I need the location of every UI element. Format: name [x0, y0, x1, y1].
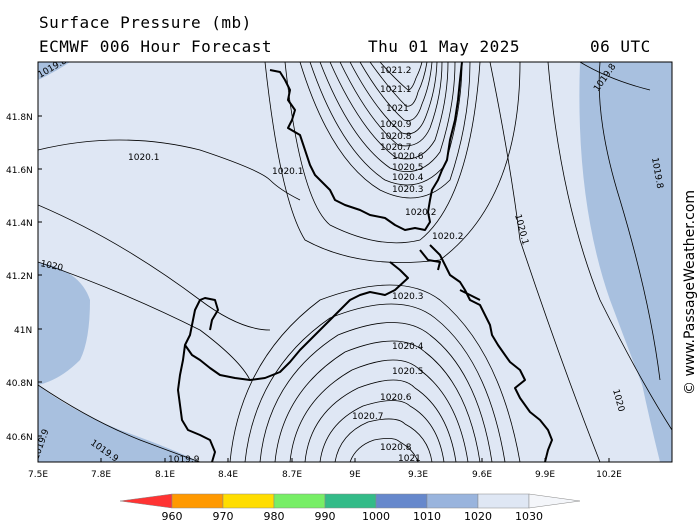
contour-label: 1020.2 [432, 232, 464, 242]
x-tick-label: 10.2E [596, 470, 622, 480]
y-axis-labels: 41.8N 41.6N 41.4N 41.2N 41N 40.8N 40.6N [6, 113, 33, 443]
contour-label: 1020.6 [392, 152, 424, 162]
contour-label: 1020.1 [272, 167, 304, 177]
x-tick-label: 8.4E [218, 470, 238, 480]
contour-label: 1020.6 [380, 393, 412, 403]
contour-label: 1020.4 [392, 342, 424, 352]
colorbar-label: 990 [315, 510, 336, 523]
contour-label: 1020.8 [380, 132, 412, 142]
contour-label: 1020.7 [352, 412, 384, 422]
colorbar-segment [477, 493, 530, 509]
coastline [177, 62, 553, 462]
contour-label: 1021.2 [380, 66, 412, 76]
contour-label: 1020.5 [392, 367, 424, 377]
colorbar-segment [426, 493, 479, 509]
contour-label: 1021.1 [380, 85, 412, 95]
colorbar-segment [222, 493, 275, 509]
frame-ticks [38, 115, 610, 462]
copyright-text: © www.PassageWeather.com [682, 190, 698, 395]
x-tick-label: 7.8E [91, 470, 111, 480]
contour-label: 1020.1 [128, 153, 160, 163]
forecast-date: Thu 01 May 2025 [368, 37, 520, 56]
isobars-north [264, 62, 521, 263]
x-tick-label: 9.3E [408, 470, 428, 480]
x-tick-label: 8.1E [155, 470, 175, 480]
x-tick-label: 9.9E [535, 470, 555, 480]
colorbar-label: 1020 [464, 510, 492, 523]
y-tick-label: 41.2N [6, 272, 33, 282]
low-region-southwest [38, 385, 200, 462]
low-region-far-east [600, 62, 672, 462]
colorbar-segment [324, 493, 377, 509]
contour-label: 1019.9 [168, 455, 200, 465]
y-tick-label: 41.8N [6, 113, 33, 123]
low-region-northwest [38, 62, 70, 80]
colorbar-segment [171, 493, 224, 509]
colorbar-label: 1000 [362, 510, 390, 523]
isobars-broad [38, 62, 672, 462]
contour-label: 1020.3 [392, 185, 424, 195]
colorbar-segment [273, 493, 326, 509]
contour-label: 1020.2 [405, 208, 437, 218]
contour-label: 1020.9 [380, 120, 412, 130]
x-tick-label: 9.6E [472, 470, 492, 480]
map-title: Surface Pressure (mb) [39, 13, 252, 32]
colorbar-right-arrow [528, 493, 581, 509]
y-tick-label: 41.4N [6, 219, 33, 229]
colorbar-label: 1030 [515, 510, 543, 523]
colorbar-label: 960 [162, 510, 183, 523]
x-axis-labels: 7.5E 7.8E 8.1E 8.4E 8.7E 9E 9.3E 9.6E 9.… [28, 470, 622, 480]
colorbar-segment [375, 493, 428, 509]
colorbar-label: 980 [264, 510, 285, 523]
colorbar-labels: 960 970 980 990 1000 1010 1020 1030 [162, 510, 544, 523]
model-label: ECMWF 006 Hour Forecast [39, 37, 273, 56]
plot-background [38, 62, 672, 462]
x-tick-label: 7.5E [28, 470, 48, 480]
contour-label: 1020.4 [392, 173, 424, 183]
contour-label: 1021 [386, 104, 409, 114]
contour-label: 1020.7 [380, 143, 412, 153]
isobars-south [229, 284, 521, 462]
low-region-west [38, 262, 90, 385]
x-tick-label: 9E [349, 470, 361, 480]
y-tick-label: 41.6N [6, 166, 33, 176]
contour-label: 1020.5 [392, 163, 424, 173]
contour-label: 1020 [39, 259, 64, 274]
y-tick-label: 41N [14, 326, 32, 336]
y-tick-label: 40.8N [6, 379, 33, 389]
colorbar-left-arrow [119, 493, 173, 509]
y-tick-label: 40.6N [6, 433, 33, 443]
forecast-time: 06 UTC [590, 37, 651, 56]
colorbar-label: 1010 [413, 510, 441, 523]
contour-label: 1020.8 [380, 443, 412, 453]
colorbar [119, 493, 581, 509]
x-tick-label: 8.7E [282, 470, 302, 480]
colorbar-label: 970 [213, 510, 234, 523]
contour-label: 1021 [398, 454, 421, 464]
plot-frame [37, 61, 673, 463]
contour-label: 1020.3 [392, 292, 424, 302]
